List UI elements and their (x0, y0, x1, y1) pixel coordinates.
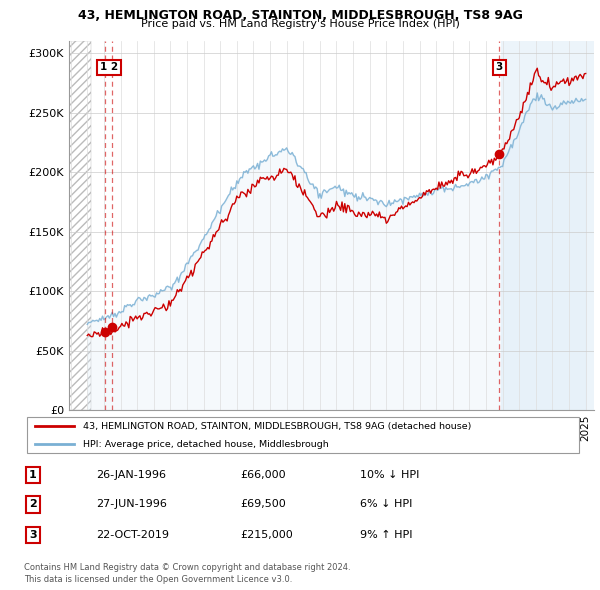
Text: 22-OCT-2019: 22-OCT-2019 (96, 530, 169, 540)
Text: Price paid vs. HM Land Registry's House Price Index (HPI): Price paid vs. HM Land Registry's House … (140, 19, 460, 29)
FancyBboxPatch shape (27, 417, 579, 454)
Bar (501, 41, 594, 410)
Text: 2: 2 (29, 500, 37, 509)
Text: 43, HEMLINGTON ROAD, STAINTON, MIDDLESBROUGH, TS8 9AG: 43, HEMLINGTON ROAD, STAINTON, MIDDLESBR… (77, 9, 523, 22)
Text: Contains HM Land Registry data © Crown copyright and database right 2024.: Contains HM Land Registry data © Crown c… (24, 563, 350, 572)
Text: 1: 1 (29, 470, 37, 480)
Text: 1 2: 1 2 (100, 62, 118, 72)
Text: 9% ↑ HPI: 9% ↑ HPI (360, 530, 413, 540)
Text: 3: 3 (29, 530, 37, 540)
Text: £215,000: £215,000 (240, 530, 293, 540)
Text: 6% ↓ HPI: 6% ↓ HPI (360, 500, 412, 509)
Text: 27-JUN-1996: 27-JUN-1996 (96, 500, 167, 509)
Text: 43, HEMLINGTON ROAD, STAINTON, MIDDLESBROUGH, TS8 9AG (detached house): 43, HEMLINGTON ROAD, STAINTON, MIDDLESBR… (83, 422, 471, 431)
Text: HPI: Average price, detached house, Middlesbrough: HPI: Average price, detached house, Midd… (83, 440, 328, 449)
Text: 3: 3 (496, 62, 503, 72)
Text: £66,000: £66,000 (240, 470, 286, 480)
Text: 10% ↓ HPI: 10% ↓ HPI (360, 470, 419, 480)
Bar (69, 41, 91, 410)
Text: 26-JAN-1996: 26-JAN-1996 (96, 470, 166, 480)
Text: This data is licensed under the Open Government Licence v3.0.: This data is licensed under the Open Gov… (24, 575, 292, 584)
Text: £69,500: £69,500 (240, 500, 286, 509)
